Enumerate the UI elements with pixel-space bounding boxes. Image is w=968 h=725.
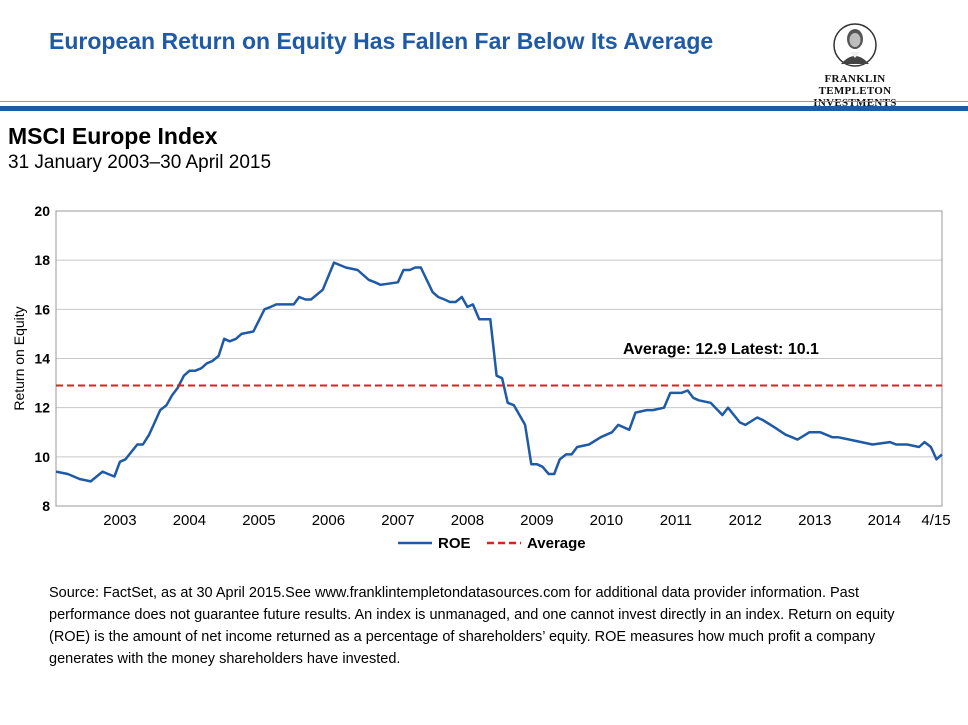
x-tick-label: 2004 [173,512,206,529]
x-tick-label: 2010 [590,512,623,529]
y-axis-label: Return on Equity [11,306,27,410]
x-tick-label: 2006 [312,512,345,529]
y-tick-label: 20 [34,203,50,219]
x-tick-label: 2011 [660,512,692,529]
franklin-templeton-logo: FRANKLIN TEMPLETON INVESTMENTS [795,22,915,109]
x-tick-label: 2003 [103,512,136,529]
header-divider-thick [0,106,968,111]
source-footnote: Source: FactSet, as at 30 April 2015.See… [49,585,895,667]
plot-area [55,210,943,507]
y-tick-label: 10 [34,449,50,465]
legend-label-average: Average [527,535,586,552]
x-tick-label: 4/15 [921,512,950,529]
y-tick-label: 16 [34,301,50,317]
chart-title: MSCI Europe Index [8,123,218,149]
x-tick-label: 2014 [868,512,901,529]
header-divider-thin [0,101,968,102]
legend-label-roe: ROE [438,535,471,552]
roe-series-line [55,261,943,483]
x-tick-label: 2008 [451,512,484,529]
x-tick-label: 2012 [729,512,762,529]
logo-text-line1: FRANKLIN TEMPLETON [818,73,892,97]
x-tick-label: 2007 [381,512,414,529]
roe-line-chart: 8 10 12 14 16 18 20 2003 2004 2005 2006 2007 2008 200… [11,203,951,552]
x-tick-label: 2009 [520,512,553,529]
y-tick-label: 18 [34,252,50,268]
x-tick-label: 2013 [798,512,831,529]
x-tick-label: 2005 [242,512,275,529]
franklin-portrait-icon [833,23,877,67]
y-tick-label: 8 [42,498,50,514]
y-tick-label: 14 [34,351,50,367]
y-tick-label: 12 [34,400,50,416]
page-title: European Return on Equity Has Fallen Far… [49,28,714,54]
average-latest-annotation: Average: 12.9 Latest: 10.1 [623,341,819,358]
chart-date-range: 31 January 2003–30 April 2015 [8,152,272,173]
